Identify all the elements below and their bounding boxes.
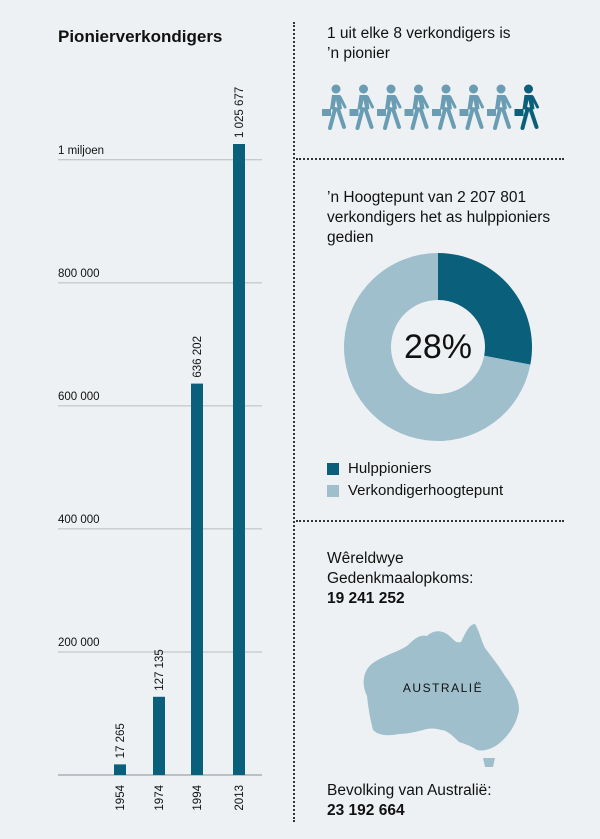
bar-value-label: 636 202	[192, 336, 204, 378]
bar	[233, 144, 245, 775]
y-tick-label: 200 000	[58, 637, 100, 649]
divider-1	[296, 158, 564, 160]
y-tick-label: 600 000	[58, 391, 100, 403]
y-tick-label: 800 000	[58, 268, 100, 280]
walking-publisher-icon	[377, 84, 402, 130]
walking-publisher-icon	[349, 84, 374, 130]
x-tick-label: 1954	[115, 784, 127, 810]
memorial-label: Wêreldwye Gedenkmaalopkoms:	[327, 550, 474, 587]
australia-map-icon: AUSTRALIË	[363, 624, 519, 767]
pioneer-ratio-text: 1 uit elke 8 verkondigers is ’n pionier	[327, 25, 511, 62]
x-tick-label: 2013	[234, 785, 246, 811]
donut-title: ’n Hoogtepunt van 2 207 801 verkondigers…	[327, 189, 551, 246]
people-row	[322, 84, 539, 130]
donut-chart	[343, 253, 532, 441]
walking-publisher-icon	[404, 84, 429, 130]
y-tick-label: 1 miljoen	[58, 145, 104, 157]
bar	[114, 764, 126, 775]
legend-item-hulppioniers: Hulppioniers	[327, 460, 431, 477]
walking-publisher-icon	[514, 84, 539, 130]
donut-center-label: 28%	[403, 328, 473, 366]
donut-slice	[343, 253, 531, 441]
vertical-divider	[293, 22, 295, 822]
memorial-value: 19 241 252	[327, 590, 405, 607]
walking-publisher-icon	[322, 84, 347, 130]
legend-label: Hulppioniers	[348, 460, 432, 477]
population-label: Bevolking van Australië:	[327, 782, 492, 799]
walking-publisher-icon	[487, 84, 512, 130]
bar	[191, 383, 203, 775]
walking-publisher-icon	[432, 84, 457, 130]
x-tick-label: 1974	[154, 784, 166, 810]
x-tick-label: 1994	[192, 784, 204, 810]
legend-swatch	[327, 484, 339, 497]
y-tick-label: 400 000	[58, 514, 100, 526]
bar-value-label: 17 265	[115, 723, 127, 758]
walking-publisher-icon	[459, 84, 484, 130]
legend-label: Verkondigerhoogtepunt	[348, 482, 504, 499]
bar	[153, 696, 165, 775]
population-value: 23 192 664	[327, 802, 405, 819]
legend-swatch	[327, 462, 339, 475]
divider-2	[296, 520, 564, 522]
donut-hole	[391, 300, 485, 394]
legend-item-verkondigerhoogtepunt: Verkondigerhoogtepunt	[327, 482, 503, 499]
map-label: AUSTRALIË	[403, 681, 483, 695]
bar-chart-title: Pionierverkondigers	[58, 27, 223, 46]
donut-slice	[438, 253, 532, 365]
bar-chart: 200 000 400 000 600 000 800 000 1 miljoen 17 …	[58, 87, 262, 811]
bar-value-label: 1 025 677	[234, 87, 246, 138]
bar-value-label: 127 135	[154, 649, 166, 691]
